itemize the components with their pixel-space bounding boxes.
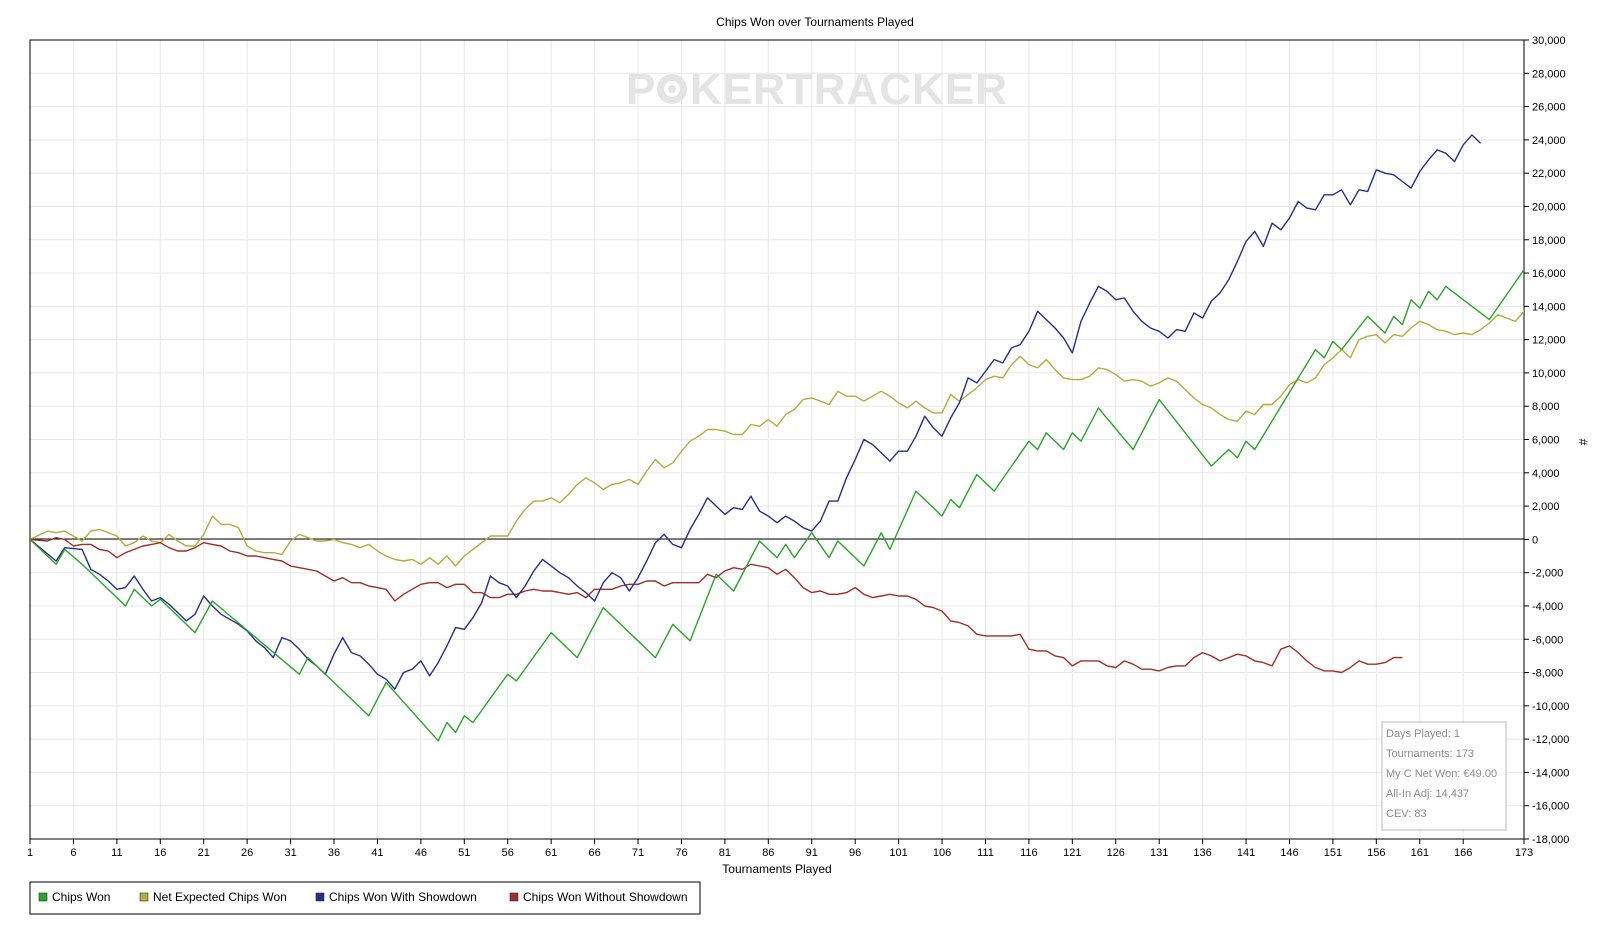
y-tick-label: 22,000 [1532, 168, 1566, 180]
stats-days-played: Days Played: 1 [1386, 728, 1460, 740]
x-tick-label: 56 [502, 847, 514, 859]
y-tick-label: -16,000 [1532, 801, 1569, 813]
series-line-chips-won-without-showdown [30, 537, 1403, 674]
legend-item: Chips Won Without Showdown [509, 890, 688, 904]
x-tick-label: 161 [1411, 847, 1429, 859]
x-tick-label: 86 [762, 847, 774, 859]
y-tick-label: 14,000 [1532, 301, 1566, 313]
x-tick-label: 26 [241, 847, 253, 859]
y-tick-label: 24,000 [1532, 135, 1566, 147]
stats-tournaments: Tournaments: 173 [1386, 748, 1474, 760]
y-tick-label: 4,000 [1532, 468, 1560, 480]
stats-summary-box: Days Played: 1 Tournaments: 173 My C Net… [1381, 721, 1507, 831]
x-tick-label: 81 [719, 847, 731, 859]
x-tick-label: 66 [588, 847, 600, 859]
y-axis-ticks: 30,000 28,000 26,000 24,000 22,000 20,000 18,0… [1524, 35, 1569, 846]
legend-label: Net Expected Chips Won [153, 890, 287, 904]
x-tick-label: 61 [545, 847, 557, 859]
y-axis-label: # [1576, 439, 1590, 446]
poker-chip-icon [657, 74, 687, 104]
x-tick-label: 101 [889, 847, 907, 859]
y-tick-label: -18,000 [1532, 834, 1569, 846]
legend-item: Chips Won With Showdown [315, 890, 477, 904]
x-tick-label: 151 [1324, 847, 1342, 859]
pokertracker-watermark: P KERTRACKER [626, 65, 1008, 114]
x-tick-label: 106 [933, 847, 951, 859]
y-tick-label: -12,000 [1532, 734, 1569, 746]
x-tick-label: 126 [1107, 847, 1125, 859]
y-tick-label: 30,000 [1532, 35, 1566, 47]
grid-lines [29, 39, 1525, 840]
x-tick-label: 1 [27, 847, 33, 859]
legend-swatch [509, 892, 519, 902]
y-tick-label: -10,000 [1532, 701, 1569, 713]
y-tick-label: 28,000 [1532, 68, 1566, 80]
x-axis-label: Tournaments Played [722, 862, 831, 876]
y-tick-label: 12,000 [1532, 335, 1566, 347]
x-tick-label: 146 [1280, 847, 1298, 859]
y-tick-label: 0 [1532, 534, 1538, 546]
legend-label: Chips Won With Showdown [329, 890, 477, 904]
y-tick-label: -6,000 [1532, 634, 1563, 646]
x-tick-label: 173 [1515, 847, 1533, 859]
y-tick-label: 8,000 [1532, 401, 1560, 413]
legend-label: Chips Won [52, 890, 110, 904]
x-tick-label: 131 [1150, 847, 1168, 859]
legend-item: Chips Won [38, 890, 110, 904]
y-tick-label: -8,000 [1532, 668, 1563, 680]
legend-item: Net Expected Chips Won [139, 890, 287, 904]
watermark-letter-p: P [626, 65, 656, 114]
x-tick-label: 96 [849, 847, 861, 859]
x-tick-label: 141 [1237, 847, 1255, 859]
x-tick-label: 156 [1367, 847, 1385, 859]
stats-net-won: My C Net Won: €49.00 [1386, 768, 1497, 780]
y-tick-label: -4,000 [1532, 601, 1563, 613]
stats-allin-adj: All-In Adj: 14,437 [1386, 788, 1469, 800]
x-tick-label: 46 [415, 847, 427, 859]
stats-cev: CEV: 83 [1386, 808, 1427, 820]
watermark-word: KERTRACKER [690, 65, 1008, 114]
x-tick-label: 71 [632, 847, 644, 859]
x-tick-label: 136 [1193, 847, 1211, 859]
x-tick-label: 36 [328, 847, 340, 859]
series-line-chips-won [30, 269, 1524, 742]
x-axis-ticks: 1 6 11 16 21 26 31 36 41 46 51 56 61 66 71 76 81 86 91 96 10… [27, 839, 1533, 859]
x-tick-label: 11 [111, 847, 122, 859]
x-tick-label: 76 [675, 847, 687, 859]
y-tick-label: 10,000 [1532, 368, 1566, 380]
chart-title: Chips Won over Tournaments Played [716, 15, 914, 29]
legend-swatch [38, 892, 48, 902]
legend-swatch [315, 892, 325, 902]
x-tick-label: 31 [284, 847, 296, 859]
legend-label: Chips Won Without Showdown [523, 890, 688, 904]
series-lines [30, 134, 1524, 742]
series-line-chips-won-with-showdown [30, 134, 1482, 690]
y-tick-label: -14,000 [1532, 767, 1569, 779]
series-line-net-expected-chips-won [30, 310, 1524, 567]
y-tick-label: 20,000 [1532, 201, 1566, 213]
chart-legend: Chips Won Net Expected Chips Won Chips Won… [29, 881, 701, 915]
x-tick-label: 91 [806, 847, 818, 859]
x-tick-label: 166 [1454, 847, 1472, 859]
y-tick-label: 2,000 [1532, 501, 1560, 513]
x-tick-label: 6 [70, 847, 76, 859]
x-tick-label: 21 [198, 847, 210, 859]
legend-swatch [139, 892, 149, 902]
x-tick-label: 116 [1020, 847, 1038, 859]
x-tick-label: 51 [458, 847, 470, 859]
y-tick-label: 26,000 [1532, 102, 1566, 114]
y-tick-label: 16,000 [1532, 268, 1566, 280]
y-tick-label: 6,000 [1532, 435, 1560, 447]
x-tick-label: 111 [977, 847, 994, 859]
y-tick-label: -2,000 [1532, 568, 1563, 580]
x-tick-label: 41 [371, 847, 383, 859]
x-tick-label: 121 [1063, 847, 1081, 859]
x-tick-label: 16 [154, 847, 166, 859]
y-tick-label: 18,000 [1532, 235, 1566, 247]
